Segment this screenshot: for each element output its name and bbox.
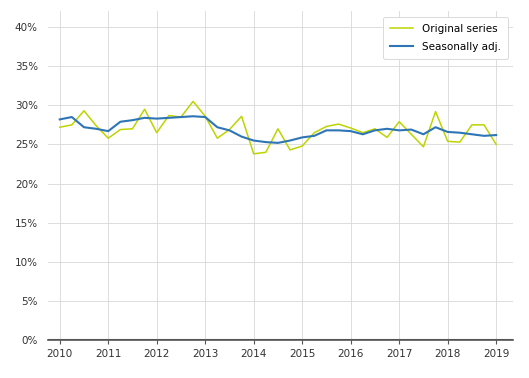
- Original series: [190, 99, 196, 104]
- Original series: [360, 130, 366, 135]
- Original series: [263, 150, 269, 155]
- Original series: [239, 114, 245, 119]
- Original series: [493, 142, 499, 147]
- Seasonally adj.: [166, 116, 172, 120]
- Original series: [299, 144, 305, 148]
- Original series: [348, 126, 354, 130]
- Seasonally adj.: [251, 138, 257, 143]
- Seasonally adj.: [396, 128, 403, 133]
- Seasonally adj.: [335, 128, 342, 133]
- Original series: [287, 148, 293, 152]
- Seasonally adj.: [117, 119, 124, 124]
- Seasonally adj.: [323, 128, 330, 133]
- Original series: [166, 113, 172, 118]
- Original series: [141, 107, 148, 112]
- Original series: [129, 127, 135, 131]
- Seasonally adj.: [432, 125, 439, 130]
- Original series: [178, 115, 184, 119]
- Original series: [335, 122, 342, 126]
- Original series: [420, 144, 426, 149]
- Original series: [202, 114, 208, 119]
- Seasonally adj.: [129, 118, 135, 122]
- Seasonally adj.: [493, 133, 499, 137]
- Original series: [93, 123, 99, 128]
- Original series: [384, 135, 390, 140]
- Seasonally adj.: [141, 116, 148, 120]
- Original series: [214, 136, 221, 141]
- Seasonally adj.: [275, 141, 281, 145]
- Seasonally adj.: [444, 130, 451, 134]
- Seasonally adj.: [384, 127, 390, 131]
- Seasonally adj.: [214, 125, 221, 130]
- Seasonally adj.: [481, 133, 487, 138]
- Original series: [444, 139, 451, 144]
- Original series: [251, 152, 257, 156]
- Seasonally adj.: [226, 128, 233, 133]
- Seasonally adj.: [178, 115, 184, 119]
- Seasonally adj.: [469, 132, 475, 136]
- Original series: [57, 125, 63, 130]
- Seasonally adj.: [81, 125, 87, 130]
- Seasonally adj.: [263, 140, 269, 144]
- Seasonally adj.: [457, 130, 463, 135]
- Original series: [408, 132, 415, 136]
- Original series: [469, 122, 475, 127]
- Seasonally adj.: [372, 128, 378, 133]
- Original series: [432, 109, 439, 114]
- Seasonally adj.: [299, 135, 305, 140]
- Seasonally adj.: [420, 132, 426, 136]
- Original series: [311, 130, 317, 135]
- Original series: [275, 127, 281, 131]
- Original series: [396, 119, 403, 124]
- Seasonally adj.: [360, 132, 366, 136]
- Original series: [323, 124, 330, 129]
- Seasonally adj.: [311, 133, 317, 138]
- Seasonally adj.: [57, 117, 63, 122]
- Seasonally adj.: [105, 129, 112, 133]
- Original series: [226, 127, 233, 132]
- Seasonally adj.: [202, 115, 208, 119]
- Original series: [457, 140, 463, 144]
- Seasonally adj.: [153, 116, 160, 121]
- Line: Original series: Original series: [60, 101, 496, 154]
- Seasonally adj.: [239, 134, 245, 139]
- Legend: Original series, Seasonally adj.: Original series, Seasonally adj.: [383, 17, 508, 59]
- Seasonally adj.: [69, 115, 75, 119]
- Line: Seasonally adj.: Seasonally adj.: [60, 116, 496, 143]
- Seasonally adj.: [190, 114, 196, 119]
- Original series: [481, 122, 487, 127]
- Original series: [81, 108, 87, 113]
- Original series: [117, 127, 124, 132]
- Original series: [105, 136, 112, 141]
- Seasonally adj.: [93, 127, 99, 131]
- Seasonally adj.: [348, 129, 354, 133]
- Seasonally adj.: [408, 127, 415, 132]
- Seasonally adj.: [287, 138, 293, 143]
- Original series: [153, 130, 160, 135]
- Original series: [69, 122, 75, 127]
- Original series: [372, 127, 378, 131]
